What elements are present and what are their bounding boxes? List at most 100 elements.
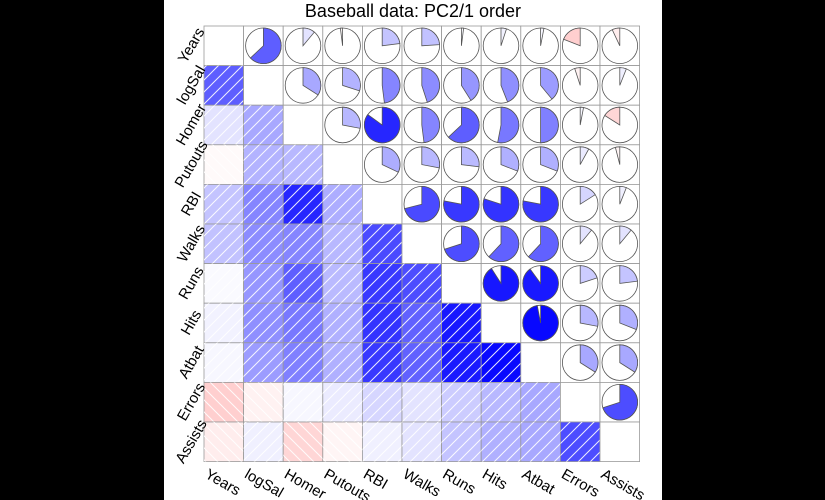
hatch-cell-errors-putouts — [322, 382, 363, 422]
col-label-years: Years — [202, 466, 243, 500]
diag-cell-homer — [282, 104, 324, 146]
pie-slice-cell-logsal-homer — [302, 67, 322, 96]
hatch-cell-atbat-putouts — [322, 342, 363, 383]
hatch-cell-homer-years — [204, 105, 244, 145]
hatch-cell-hits-rbi — [362, 303, 402, 343]
col-label-logsal: logSal — [242, 466, 287, 500]
diag-cell-rbi — [361, 183, 403, 225]
col-label-walks: Walks — [400, 466, 443, 500]
hatch-cell-assists-years — [204, 422, 244, 462]
pie-slice-cell-putouts-runs — [461, 146, 480, 168]
pie-slice-cell-putouts-hits — [500, 146, 520, 172]
hatch-cell-rbi-putouts — [322, 184, 363, 224]
pie-slice-cell-homer-atbat — [540, 106, 559, 144]
hatch-cell-rbi-logsal — [243, 184, 284, 224]
pie-slice-cell-homer-hits — [497, 106, 520, 144]
diag-cell-putouts — [322, 144, 363, 185]
hatch-cell-errors-homer — [283, 382, 323, 422]
hatch-cell-assists-homer — [283, 422, 323, 462]
hatch-cell-errors-years — [204, 382, 244, 422]
diag-cell-atbat — [520, 342, 561, 383]
hatch-cell-logsal-years — [204, 65, 244, 106]
hatch-cell-putouts-logsal — [243, 144, 284, 185]
pie-slice-cell-homer-runs — [447, 106, 480, 144]
pie-slice-cell-logsal-hits — [500, 67, 520, 103]
pie-slice-cell-years-runs — [461, 27, 465, 46]
diag-cell-walks — [401, 223, 442, 264]
col-label-errors: Errors — [558, 466, 602, 500]
row-label-rbi: RBI — [178, 189, 205, 219]
pie-slice-cell-rbi-hits — [482, 185, 520, 223]
hatch-cell-atbat-years — [204, 342, 244, 383]
pie-slice-cell-putouts-assists — [614, 146, 621, 165]
hatch-cell-errors-runs — [441, 382, 482, 422]
hatch-cell-walks-rbi — [362, 224, 402, 264]
hatch-cell-walks-putouts — [322, 224, 363, 264]
hatch-cell-walks-logsal — [243, 224, 284, 264]
hatch-cell-walks-years — [204, 224, 244, 264]
pie-slice-cell-hits-errors — [579, 304, 599, 327]
hatch-cell-hits-years — [204, 303, 244, 343]
pie-slice-cell-logsal-putouts — [342, 67, 361, 92]
hatch-cell-runs-logsal — [243, 263, 284, 304]
hatch-cell-errors-rbi — [362, 382, 402, 422]
pie-slice-cell-runs-assists — [619, 265, 638, 284]
pie-slice-cell-runs-errors — [579, 265, 598, 284]
hatch-cell-hits-runs — [441, 303, 482, 343]
hatch-cell-assists-errors — [560, 422, 600, 462]
pie-slice-cell-rbi-runs — [443, 185, 480, 223]
hatch-cell-walks-homer — [283, 224, 323, 264]
pie-slice-cell-errors-assists — [602, 383, 638, 421]
hatch-cell-errors-atbat — [520, 382, 561, 422]
pie-slice-cell-walks-hits — [488, 225, 520, 262]
pie-slice-cell-homer-walks — [421, 106, 440, 144]
pie-slice-cell-logsal-runs — [461, 67, 480, 101]
pie-slice-cell-logsal-rbi — [381, 67, 401, 104]
hatch-cell-putouts-years — [204, 144, 244, 185]
hatch-cell-errors-logsal — [243, 382, 284, 422]
hatch-cell-assists-rbi — [362, 422, 402, 462]
hatch-cell-rbi-years — [204, 184, 244, 224]
pie-slice-cell-putouts-walks — [421, 146, 440, 169]
pie-slice-cell-homer-assists — [604, 106, 621, 126]
col-label-homer: Homer — [281, 466, 328, 500]
pie-slice-cell-years-rbi — [381, 27, 401, 47]
hatch-cell-assists-hits — [481, 422, 521, 462]
hatch-cell-atbat-homer — [283, 342, 323, 383]
pie-slice-cell-homer-putouts — [342, 106, 361, 129]
hatch-cell-atbat-rbi — [362, 342, 402, 383]
pie-slice-cell-putouts-errors — [579, 146, 590, 165]
pie-slice-cell-homer-errors — [579, 106, 585, 126]
pie-slice-cell-walks-errors — [579, 225, 593, 245]
pie-slice-cell-logsal-atbat — [540, 67, 559, 100]
pie-slice-cell-logsal-walks — [421, 67, 440, 103]
pie-slice-cell-years-walks — [421, 27, 440, 47]
pie-slice-cell-logsal-assists — [619, 67, 627, 86]
pie-slice-cell-hits-atbat — [522, 304, 559, 342]
hatch-cell-atbat-logsal — [243, 342, 284, 383]
hatch-cell-homer-logsal — [243, 105, 284, 145]
pie-slice-cell-homer-rbi — [364, 106, 401, 144]
hatch-cell-runs-rbi — [362, 263, 402, 304]
row-label-years: Years — [175, 25, 209, 66]
pie-slice-cell-walks-runs — [443, 225, 480, 262]
pie-slice-cell-years-logsal — [249, 27, 282, 64]
row-label-runs: Runs — [175, 264, 207, 303]
pie-slice-cell-runs-hits — [482, 265, 520, 302]
col-label-hits: Hits — [479, 466, 510, 494]
pie-slice-cell-years-atbat — [540, 27, 545, 46]
diag-cell-hits — [480, 302, 522, 344]
hatch-cell-hits-walks — [402, 303, 442, 343]
hatch-cell-assists-putouts — [322, 422, 363, 462]
pie-slice-cell-years-putouts — [339, 27, 343, 46]
pie-slice-cell-atbat-errors — [579, 344, 599, 373]
hatch-cell-atbat-runs — [441, 342, 482, 383]
hatch-cell-atbat-walks — [402, 342, 442, 383]
hatch-cell-rbi-homer — [283, 184, 323, 224]
diag-cell-errors — [559, 381, 601, 423]
hatch-cell-hits-logsal — [243, 303, 284, 343]
pie-slice-cell-years-hits — [500, 27, 508, 46]
hatch-cell-assists-runs — [441, 422, 482, 462]
diag-cell-assists — [599, 421, 640, 462]
col-label-assists: Assists — [598, 466, 648, 500]
